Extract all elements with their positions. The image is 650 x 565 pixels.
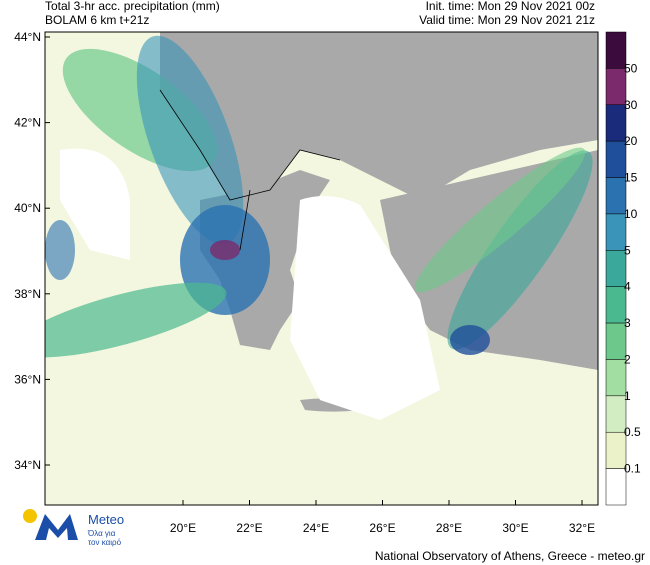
valid-time: Valid time: Mon 29 Nov 2021 21z: [419, 13, 595, 27]
map: [45, 32, 598, 505]
colorbar-swatch: [605, 468, 627, 506]
colorbar-label: 30: [624, 98, 638, 112]
lon-label: 24°E: [303, 521, 329, 535]
colorbar-swatch: [605, 213, 627, 251]
lon-label: 20°E: [170, 521, 196, 535]
init-time: Init. time: Mon 29 Nov 2021 00z: [426, 0, 595, 13]
colorbar-label: 2: [624, 352, 631, 366]
colorbar-label: 4: [624, 280, 631, 294]
colorbar-swatch: [605, 359, 627, 397]
subtitle: BOLAM 6 km t+21z: [45, 13, 149, 27]
lon-label: 26°E: [369, 521, 395, 535]
colorbar-swatch: [605, 395, 627, 433]
lon-label: 32°E: [569, 521, 595, 535]
axes: 44°N 42°N 40°N 38°N 36°N 34°N 20°E 22°E 24°E 26°E…: [14, 30, 595, 535]
colorbar-label: 3: [624, 316, 631, 330]
footer: National Observatory of Athens, Greece -…: [375, 549, 645, 563]
lon-label: 22°E: [236, 521, 262, 535]
colorbar-label: 5: [624, 243, 631, 257]
map-frame: [44, 31, 599, 506]
lat-label: 40°N: [14, 201, 41, 215]
title: Total 3-hr acc. precipitation (mm): [45, 0, 220, 13]
colorbar-label: 0.5: [624, 425, 641, 439]
logo-tagline: τον καιρό: [88, 538, 122, 547]
colorbar-swatch: [605, 431, 627, 469]
colorbar-swatch: [605, 140, 627, 178]
colorbar-label: 0.1: [624, 462, 641, 476]
lon-label: 28°E: [436, 521, 462, 535]
lat-label: 36°N: [14, 372, 41, 386]
lat-label: 42°N: [14, 116, 41, 130]
logo-tagline: Όλα για: [87, 529, 116, 538]
lat-label: 38°N: [14, 287, 41, 301]
logo-name: Meteo: [88, 512, 124, 527]
lat-label: 34°N: [14, 458, 41, 472]
colorbar-label: 1: [624, 389, 631, 403]
colorbar-label: 50: [624, 61, 638, 75]
colorbar: 50 30 20 15 10 5 4 3 2 1 0.5 0.1: [605, 31, 641, 506]
colorbar-swatch: [605, 250, 627, 287]
colorbar-swatch: [605, 31, 627, 69]
colorbar-swatch: [605, 322, 627, 360]
colorbar-label: 10: [624, 207, 638, 221]
lat-label: 44°N: [14, 30, 41, 44]
colorbar-swatch: [605, 68, 627, 106]
colorbar-swatch: [605, 104, 627, 142]
colorbar-label: 20: [624, 134, 638, 148]
colorbar-label: 15: [624, 171, 638, 185]
lon-label: 30°E: [502, 521, 528, 535]
colorbar-swatch: [605, 286, 627, 324]
logo: Meteo Όλα για τον καιρό: [23, 509, 124, 547]
colorbar-swatch: [605, 177, 627, 215]
